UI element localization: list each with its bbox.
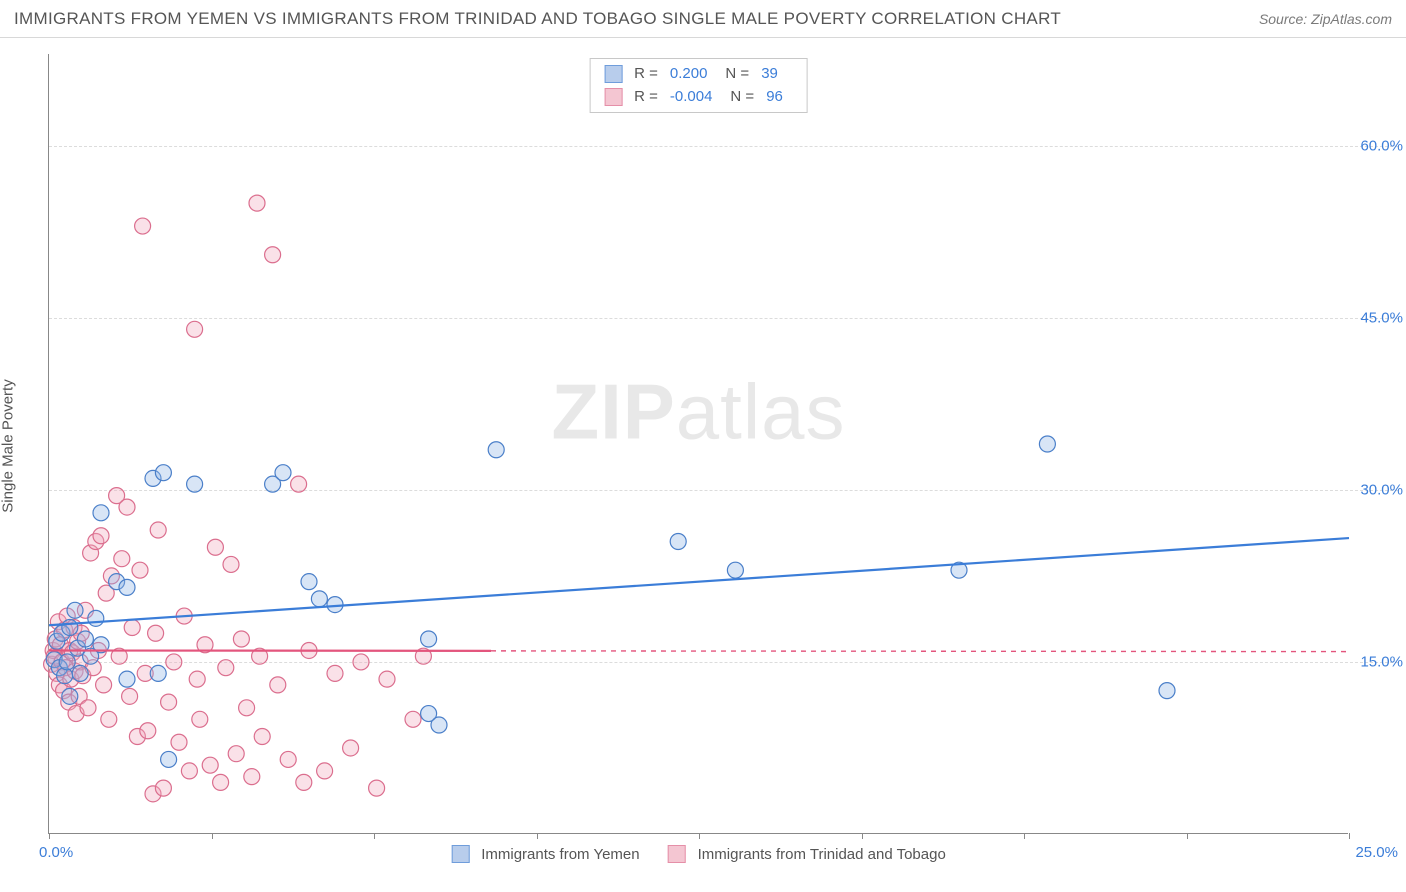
y-axis-label: Single Male Poverty [0, 379, 17, 512]
stat-r-label-2: R = [634, 86, 658, 109]
stat-n-value-2: 96 [766, 86, 783, 109]
legend-swatch-2 [668, 845, 686, 863]
swatch-series-1 [604, 65, 622, 83]
title-bar: IMMIGRANTS FROM YEMEN VS IMMIGRANTS FROM… [0, 0, 1406, 38]
stat-n-label-1: N = [725, 63, 749, 86]
stats-row-1: R = 0.200 N = 39 [604, 63, 793, 86]
y-tick-label: 60.0% [1360, 137, 1403, 154]
plot-svg [49, 54, 1348, 833]
stat-r-value-2: -0.004 [670, 86, 713, 109]
legend-swatch-1 [451, 845, 469, 863]
legend-label-1: Immigrants from Yemen [481, 846, 639, 863]
swatch-series-2 [604, 88, 622, 106]
chart-title: IMMIGRANTS FROM YEMEN VS IMMIGRANTS FROM… [14, 9, 1061, 29]
series-legend: Immigrants from Yemen Immigrants from Tr… [451, 845, 946, 863]
y-tick-label: 45.0% [1360, 309, 1403, 326]
source-label: Source: ZipAtlas.com [1259, 11, 1392, 27]
stats-row-2: R = -0.004 N = 96 [604, 86, 793, 109]
plot-area: ZIPatlas 15.0%30.0%45.0%60.0% R = 0.200 … [48, 54, 1348, 834]
legend-item-2: Immigrants from Trinidad and Tobago [668, 845, 946, 863]
legend-label-2: Immigrants from Trinidad and Tobago [698, 846, 946, 863]
stat-n-value-1: 39 [761, 63, 778, 86]
y-tick-label: 30.0% [1360, 481, 1403, 498]
stat-n-label-2: N = [730, 86, 754, 109]
stats-legend: R = 0.200 N = 39 R = -0.004 N = 96 [589, 58, 808, 113]
x-axis-max-label: 25.0% [1355, 844, 1398, 861]
y-tick-label: 15.0% [1360, 653, 1403, 670]
stat-r-value-1: 0.200 [670, 63, 708, 86]
chart-container: IMMIGRANTS FROM YEMEN VS IMMIGRANTS FROM… [0, 0, 1406, 892]
legend-item-1: Immigrants from Yemen [451, 845, 639, 863]
stat-r-label-1: R = [634, 63, 658, 86]
x-axis-min-label: 0.0% [39, 844, 73, 861]
